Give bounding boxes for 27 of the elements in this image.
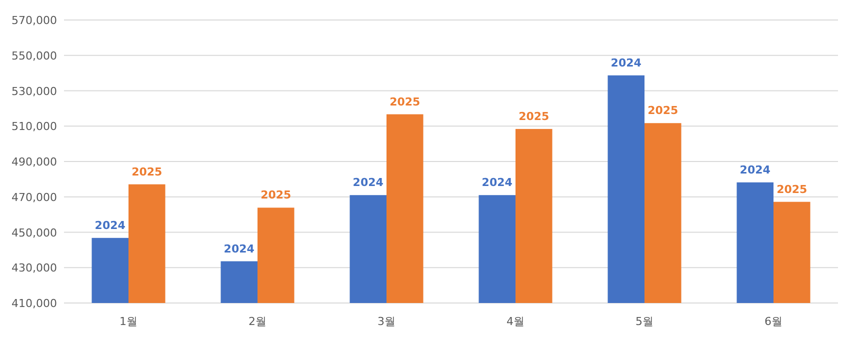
x-tick-label: 5월 [636, 315, 654, 328]
y-tick-label: 430,000 [12, 262, 57, 275]
text: 2024 [482, 176, 512, 190]
y-tick-label: 490,000 [12, 156, 57, 168]
series-label: 2024 [94, 218, 126, 232]
y-tick-label: 450,000 [12, 226, 57, 240]
x-tick-label: 3월 [378, 315, 396, 328]
y-tick-label: 510,000 [12, 120, 57, 134]
text: 2025 [648, 104, 678, 118]
y-tick-label: 570,000 [12, 14, 57, 27]
y-tick-label: 530,000 [12, 84, 57, 98]
text: 2024 [740, 163, 770, 176]
x-tick-label: 4월 [506, 315, 524, 328]
text: 2025 [518, 110, 550, 123]
y-tick-label: 550,000 [12, 49, 57, 62]
text: 2024 [224, 242, 254, 256]
series-label: 2025 [132, 165, 162, 178]
text: 2025 [260, 188, 292, 202]
x-tick-label: 6월 [764, 315, 782, 328]
text: 2024 [610, 56, 642, 70]
text: 2025 [390, 95, 420, 108]
x-tick-label: 1월 [120, 315, 138, 328]
y-tick-label: 470,000 [12, 190, 57, 204]
x-tick-label: 2월 [248, 315, 266, 328]
text: 2025 [776, 182, 808, 196]
text: 2024 [352, 176, 384, 190]
y-tick-label: 410,000 [12, 297, 57, 310]
